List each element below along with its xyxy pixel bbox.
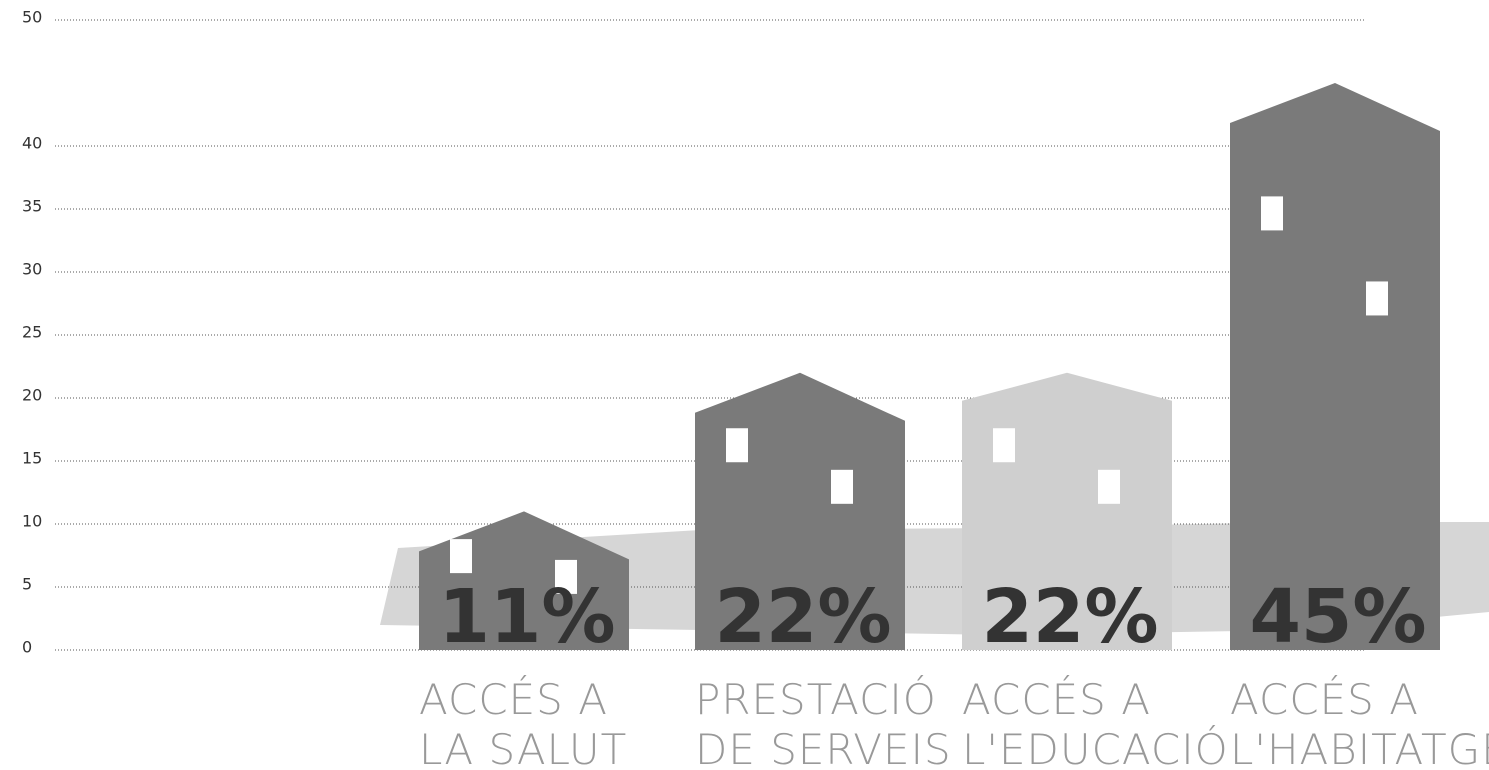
value-label: 22% [714,574,891,660]
y-tick-label: 5 [22,575,32,594]
x-tick-label: DE SERVEIS [695,725,952,770]
x-tick-label: ACCÉS A [962,674,1151,724]
x-tick-label: PRESTACIÓ [695,674,937,724]
x-tick-label: LA SALUT [419,725,627,770]
paper-band [380,522,1489,635]
window [993,428,1015,463]
y-tick-label: 40 [22,134,42,153]
y-tick-label: 50 [22,8,42,27]
window [831,469,853,504]
y-tick-label: 30 [22,260,42,279]
x-tick-label: ACCÉS A [419,674,608,724]
window [1098,469,1120,504]
window [1261,196,1283,231]
window [1366,281,1388,316]
value-label: 22% [981,574,1158,660]
window [450,539,472,574]
y-tick-label: 15 [22,449,42,468]
value-label: 11% [438,574,615,660]
y-tick-label: 0 [22,638,32,657]
bar [1230,83,1440,650]
y-tick-label: 35 [22,197,42,216]
value-label: 45% [1249,574,1426,660]
y-tick-label: 10 [22,512,42,531]
x-tick-label: L'HABITATGE [1230,725,1489,770]
window [726,428,748,463]
y-tick-label: 25 [22,323,42,342]
x-tick-label: ACCÉS A [1230,674,1419,724]
y-tick-label: 20 [22,386,42,405]
x-tick-label: L'EDUCACIÓ [962,724,1229,770]
window [555,559,577,594]
